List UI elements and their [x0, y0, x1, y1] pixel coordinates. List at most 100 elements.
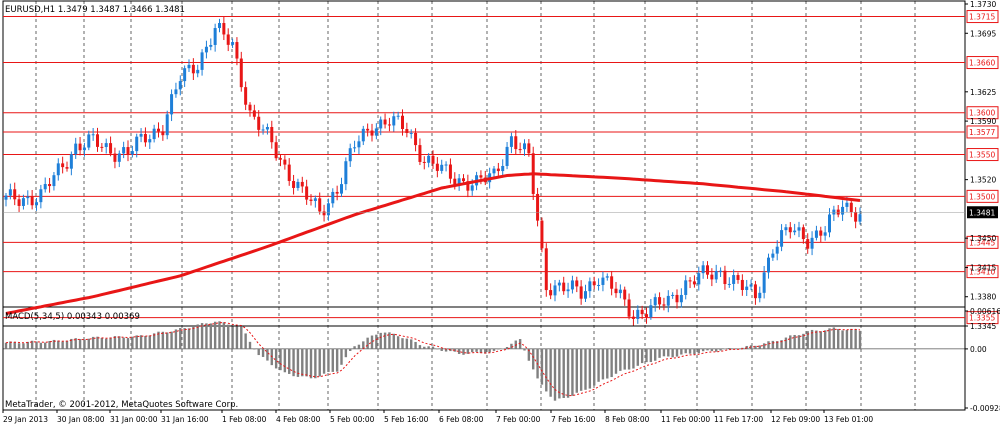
candle-body	[183, 68, 187, 82]
macd-bar	[701, 348, 705, 352]
macd-bar	[723, 348, 727, 350]
candle-body	[610, 276, 614, 289]
macd-bar	[340, 348, 343, 365]
time-axis-label: 11 Feb 17:00	[714, 415, 763, 424]
macd-bar	[810, 329, 814, 349]
macd-bar	[545, 348, 548, 392]
time-axis-label: 4 Feb 08:00	[276, 415, 321, 424]
macd-bar	[471, 348, 474, 353]
candle-body	[762, 272, 766, 293]
candle-body	[457, 178, 461, 185]
candle-body	[414, 132, 418, 146]
candle-body	[209, 44, 213, 47]
candle-body	[257, 116, 261, 130]
time-axis-label: 1 Feb 08:00	[222, 415, 267, 424]
macd-bar	[758, 345, 761, 349]
macd-bar	[288, 348, 291, 374]
macd-bar	[688, 348, 692, 354]
candle-body	[357, 141, 361, 148]
macd-bar	[305, 348, 308, 377]
macd-bar	[61, 341, 64, 349]
candle-body	[135, 136, 139, 152]
macd-bar	[823, 330, 827, 349]
candle-body	[701, 265, 705, 274]
candle-body	[366, 128, 370, 131]
macd-bar	[706, 348, 709, 351]
candle-body	[732, 275, 736, 284]
macd-bar	[815, 330, 818, 349]
price-level-box	[966, 148, 999, 162]
macd-bar	[274, 348, 278, 369]
macd-bar	[597, 348, 600, 382]
macd-bar	[318, 348, 321, 377]
candle-body	[688, 280, 692, 282]
macd-bar	[606, 348, 609, 379]
macd-plot-frame	[2, 306, 966, 411]
candle-body	[675, 294, 679, 303]
macd-bar	[671, 348, 674, 358]
macd-bar	[279, 348, 282, 371]
macd-bar	[466, 348, 470, 354]
candle-body	[697, 273, 701, 285]
main-plot-frame	[2, 0, 966, 327]
price-level-label: 1.3577	[969, 128, 995, 137]
candle-body	[858, 214, 862, 222]
macd-bar	[771, 340, 775, 349]
macd-bar	[179, 327, 182, 349]
candle-body	[640, 309, 644, 315]
macd-bar	[645, 348, 648, 363]
macd-bar	[858, 330, 862, 349]
candle-body	[597, 284, 601, 286]
candle-body	[706, 265, 709, 275]
price-level-label: 1.3715	[969, 13, 995, 22]
macd-bar	[78, 339, 82, 349]
candle-body	[771, 253, 775, 258]
candle-body	[723, 270, 727, 285]
macd-bar	[39, 342, 43, 349]
macd-bar	[401, 338, 404, 349]
candle-body	[143, 133, 147, 143]
macd-bar	[96, 336, 99, 349]
macd-bar	[532, 348, 535, 370]
macd-bar	[484, 348, 487, 354]
candle-body	[191, 64, 195, 74]
price-level-box	[966, 235, 999, 249]
candle-body	[714, 271, 718, 280]
macd-bar	[335, 348, 339, 372]
candle-body	[570, 280, 574, 290]
candle-body	[74, 143, 78, 155]
macd-bar	[392, 333, 395, 349]
macd-bar	[802, 333, 805, 349]
macd-bar	[819, 331, 822, 349]
candle-body	[479, 175, 483, 178]
candle-body	[165, 114, 169, 136]
macd-bar	[314, 348, 317, 379]
macd-bar	[113, 336, 117, 349]
macd-bar	[17, 343, 21, 349]
candle-body	[557, 282, 561, 286]
candle-body	[26, 196, 30, 199]
candle-body	[614, 288, 618, 294]
macd-bar	[118, 336, 121, 349]
copyright-text: MetaTrader, © 2001-2012, MetaQuotes Soft…	[5, 400, 238, 410]
macd-bar	[749, 345, 753, 349]
macd-bar	[728, 348, 731, 349]
time-axis-label: 13 Feb 01:00	[824, 415, 873, 424]
price-level-label: 1.3550	[969, 151, 995, 160]
time-axis-label: 31 Jan 16:00	[161, 415, 209, 424]
price-level-label: 1.3355	[969, 314, 995, 323]
candle-body	[427, 155, 431, 163]
macd-bar	[331, 348, 334, 372]
candle-body	[35, 202, 38, 206]
candle-body	[823, 232, 827, 236]
macd-bar	[13, 341, 16, 349]
macd-bar	[780, 340, 783, 349]
macd-bar	[418, 345, 422, 349]
time-axis-label: 30 Jan 08:00	[57, 415, 105, 424]
candle-body	[61, 163, 65, 168]
macd-bar	[131, 336, 134, 349]
macd-bar	[57, 340, 60, 349]
candle-body	[48, 184, 52, 187]
